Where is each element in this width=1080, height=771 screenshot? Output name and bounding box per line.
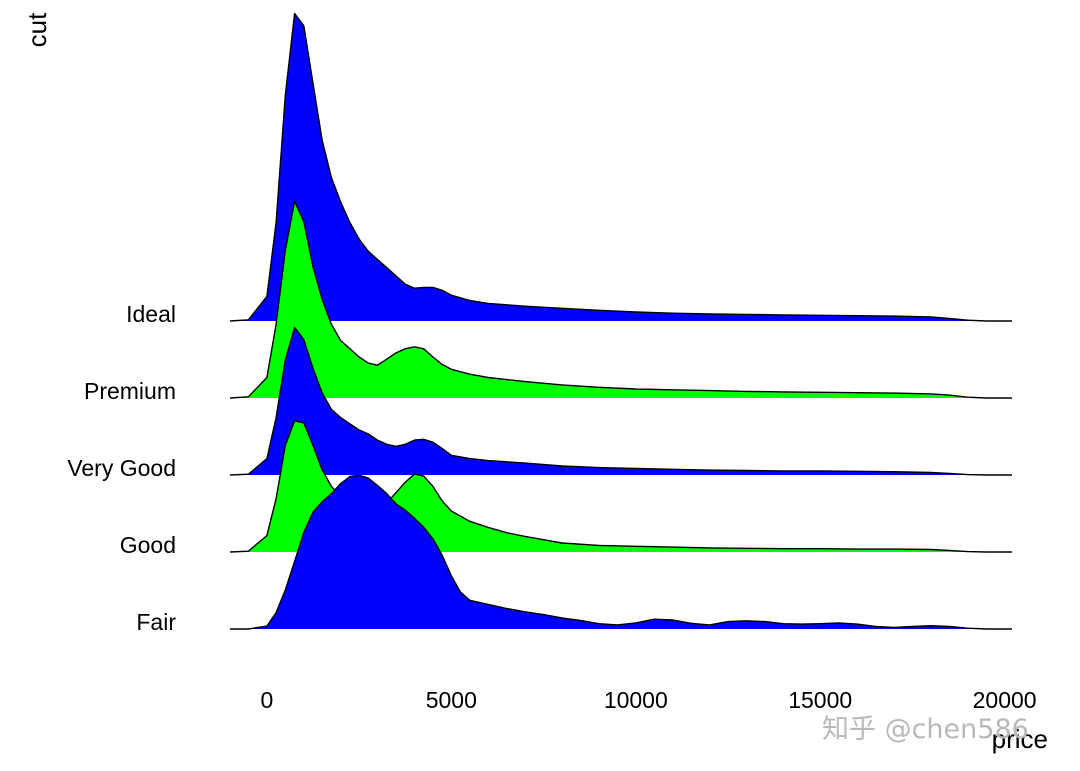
x-tick-label-0: 0 [261, 687, 274, 713]
ridge-outline-very-good [229, 326, 1012, 476]
ridge-outline-premium [229, 200, 1012, 399]
ridge-outline-ideal [229, 12, 1012, 322]
ridge-outline-good [229, 420, 1012, 553]
y-tick-label-fair: Fair [136, 609, 176, 635]
x-tick-label-15000: 15000 [788, 687, 852, 713]
y-tick-label-ideal: Ideal [126, 301, 176, 327]
y-tick-label-good: Good [120, 532, 176, 558]
x-axis: 0 5000 10000 15000 20000 [261, 687, 1037, 713]
y-tick-labels: Fair Good Very Good Premium Ideal [67, 301, 176, 635]
x-axis-title: price [992, 724, 1048, 754]
ridge-outline-fair [230, 474, 1012, 630]
x-tick-label-5000: 5000 [426, 687, 477, 713]
ridge-fill-ideal [230, 13, 1012, 321]
y-tick-label-premium: Premium [84, 378, 176, 404]
ridge-fill-fair [230, 475, 1012, 629]
watermark-text: 知乎 @chen586 [822, 714, 1029, 745]
ridges-group [229, 12, 1012, 630]
y-tick-label-very-good: Very Good [67, 455, 176, 481]
x-tick-label-20000: 20000 [973, 687, 1037, 713]
x-tick-label-10000: 10000 [604, 687, 668, 713]
ridge-fill-good [230, 420, 1012, 552]
y-axis-title: cut [22, 12, 52, 47]
